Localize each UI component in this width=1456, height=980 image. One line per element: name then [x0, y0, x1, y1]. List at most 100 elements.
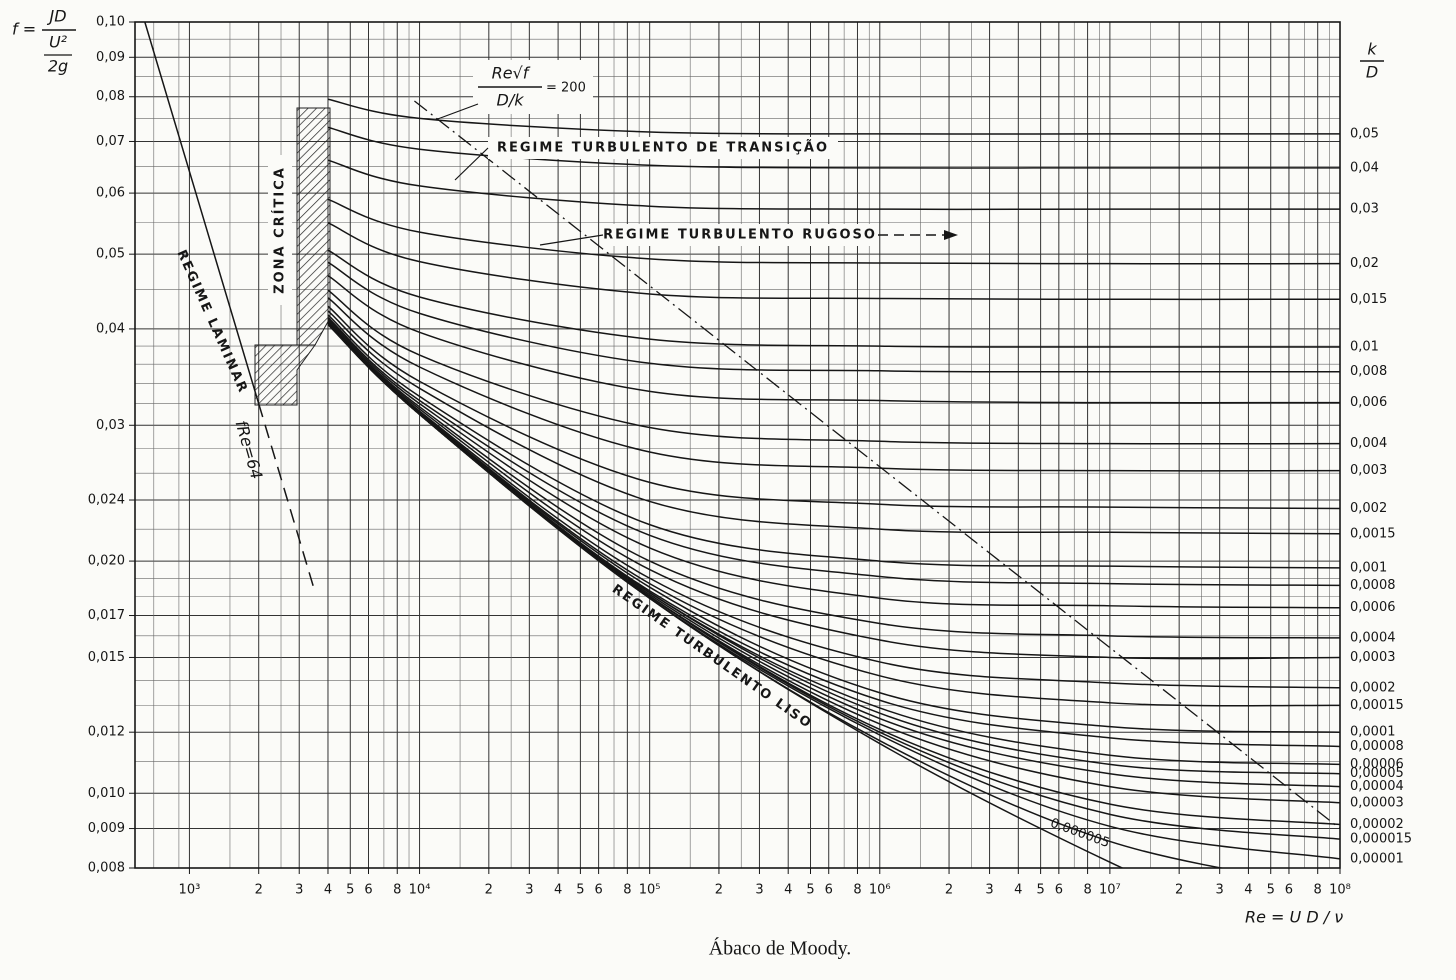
x-tick-label: 3 — [755, 883, 763, 898]
curve-label: 0,0002 — [1350, 680, 1396, 695]
curve-label: 0,000015 — [1350, 832, 1412, 847]
x-tick-label: 8 — [853, 883, 861, 898]
curve-label: 0,04 — [1350, 160, 1379, 175]
curve-label: 0,00008 — [1350, 739, 1404, 754]
roughness-curve — [327, 305, 1340, 510]
y-tick-label: 0,020 — [88, 554, 125, 569]
roughness-curve — [327, 323, 1340, 775]
curve-label: 0,002 — [1350, 501, 1387, 516]
y2-axis-label: k — [1367, 40, 1377, 59]
roughness-curve — [327, 314, 1340, 569]
x-tick-label: 3 — [1216, 883, 1224, 898]
boundary-numerator: Re√f — [492, 64, 531, 83]
arrowhead — [944, 230, 958, 240]
boundary-equation: = 200 — [546, 81, 586, 96]
x-tick-label: 4 — [324, 883, 332, 898]
curve-label: 0,00005 — [1350, 766, 1404, 781]
x-tick-label: 8 — [1083, 883, 1091, 898]
x-tick-label: 2 — [255, 883, 263, 898]
curve-label: 0,01 — [1350, 339, 1379, 354]
x-tick-label: 5 — [1267, 883, 1275, 898]
y-tick-label: 0,03 — [96, 418, 125, 433]
x-tick-label: 6 — [364, 883, 372, 898]
arrow — [434, 103, 479, 121]
x-tick-label: 5 — [1036, 883, 1044, 898]
laminar-line-dashed — [257, 403, 316, 592]
curve-label: 0,00015 — [1350, 698, 1404, 713]
x-tick-label: 4 — [784, 883, 792, 898]
curve-label: 0,006 — [1350, 395, 1387, 410]
boundary-line — [414, 100, 1340, 830]
label-box — [268, 155, 292, 305]
y-tick-label: 0,017 — [88, 608, 125, 623]
curve-label: 0,03 — [1350, 202, 1379, 217]
y-tick-label: 0,015 — [88, 650, 125, 665]
y-tick-label: 0,09 — [96, 50, 125, 65]
roughness-curve — [327, 324, 1125, 868]
curves — [144, 22, 1340, 868]
curve-label: 0,05 — [1350, 126, 1379, 141]
critical-zone-hatch — [254, 344, 316, 406]
x-tick-label: 4 — [1244, 883, 1252, 898]
rough-label: REGIME TURBULENTO RUGOSO — [603, 228, 877, 243]
roughness-curve — [327, 274, 1340, 404]
y-axis-label: JD — [46, 7, 66, 26]
y2-axis-label: D — [1366, 63, 1378, 82]
roughness-curve — [327, 316, 1340, 587]
y-tick-label: 0,10 — [96, 15, 125, 30]
curve-label: 0,0004 — [1350, 630, 1396, 645]
roughness-curve — [327, 310, 1340, 535]
x-axis-label: Re = U D / ν — [1245, 908, 1343, 927]
y-axis-label: U² — [49, 33, 68, 52]
boundary-denominator: D/k — [497, 91, 525, 110]
critical-label: ZONA CRÍTICA — [272, 166, 288, 294]
x-tick-label: 4 — [554, 883, 562, 898]
x-tick-label: 4 — [1014, 883, 1022, 898]
roughness-curve — [327, 289, 1340, 445]
arrow — [454, 147, 489, 181]
curve-label: 0,02 — [1350, 256, 1379, 271]
x-tick-label: 10⁷ — [1099, 883, 1121, 898]
x-tick-label: 10⁸ — [1329, 883, 1351, 898]
x-tick-label: 10³ — [179, 883, 201, 898]
arrow — [539, 234, 604, 246]
laminar-line — [144, 22, 260, 404]
x-tick-label: 6 — [1055, 883, 1063, 898]
curve-label: 0,0006 — [1350, 600, 1396, 615]
curve-label: 0,0001 — [1350, 725, 1396, 740]
label-box — [603, 224, 877, 246]
label-box — [488, 137, 838, 159]
roughness-curve — [327, 320, 1340, 639]
x-tick-label: 5 — [346, 883, 354, 898]
y-tick-label: 0,012 — [88, 725, 125, 740]
curve-label: 0,0015 — [1350, 526, 1396, 541]
curve-label: 0,003 — [1350, 463, 1387, 478]
transition-label: REGIME TURBULENTO DE TRANSIÇÃO — [497, 140, 829, 156]
curve-label: 0,00002 — [1350, 817, 1404, 832]
x-tick-label: 6 — [594, 883, 602, 898]
roughness-curve — [327, 318, 1340, 609]
curve-label: 0,00001 — [1350, 851, 1404, 866]
plot-frame — [134, 21, 1341, 869]
x-tick-label: 6 — [1285, 883, 1293, 898]
roughness-curve — [327, 222, 1340, 301]
x-tick-label: 8 — [623, 883, 631, 898]
roughness-curve — [327, 297, 1340, 472]
y-tick-label: 0,024 — [88, 493, 125, 508]
curve-label: 0,015 — [1350, 292, 1387, 307]
x-tick-label: 8 — [1314, 883, 1322, 898]
curve-label: 0,00004 — [1350, 779, 1404, 794]
x-tick-label: 3 — [985, 883, 993, 898]
labels: 0,100,090,080,070,060,050,040,030,0240,0… — [88, 15, 1412, 898]
curve-label: 0,001 — [1350, 560, 1387, 575]
roughness-curve — [327, 159, 1340, 211]
y-axis-label: f = — [12, 20, 36, 39]
roughness-curve — [327, 321, 1340, 689]
y-tick-label: 0,010 — [88, 786, 125, 801]
y-tick-label: 0,08 — [96, 89, 125, 104]
x-tick-label: 3 — [525, 883, 533, 898]
x-tick-label: 8 — [393, 883, 401, 898]
curve-label: 0,00006 — [1350, 757, 1404, 772]
x-tick-label: 6 — [825, 883, 833, 898]
